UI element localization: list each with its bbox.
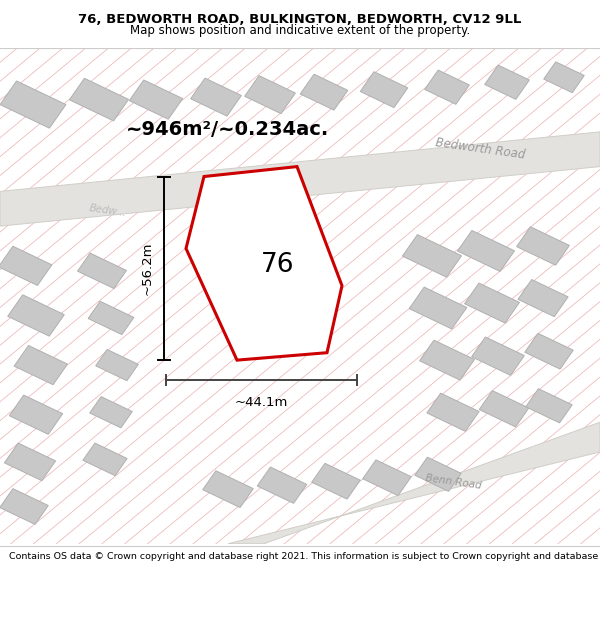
Polygon shape (300, 74, 348, 110)
Polygon shape (96, 349, 138, 381)
Polygon shape (10, 395, 62, 434)
Polygon shape (130, 80, 182, 119)
Polygon shape (0, 489, 48, 524)
Polygon shape (544, 62, 584, 92)
Text: Contains OS data © Crown copyright and database right 2021. This information is : Contains OS data © Crown copyright and d… (9, 552, 600, 561)
Polygon shape (0, 132, 600, 226)
Polygon shape (419, 340, 475, 380)
Polygon shape (257, 467, 307, 503)
Polygon shape (70, 78, 128, 121)
Polygon shape (363, 460, 411, 496)
Polygon shape (0, 246, 52, 286)
Polygon shape (485, 65, 529, 99)
Polygon shape (312, 463, 360, 499)
Polygon shape (526, 389, 572, 423)
Text: ~56.2m: ~56.2m (140, 242, 154, 295)
Polygon shape (203, 471, 253, 508)
Polygon shape (0, 81, 66, 128)
Polygon shape (525, 333, 573, 369)
Text: 76: 76 (261, 252, 294, 278)
Polygon shape (228, 422, 600, 544)
Polygon shape (77, 253, 127, 289)
Polygon shape (403, 234, 461, 278)
Text: ~44.1m: ~44.1m (235, 396, 288, 409)
Text: Bedworth Road: Bedworth Road (434, 136, 526, 162)
Polygon shape (457, 231, 515, 271)
Text: ~946m²/~0.234ac.: ~946m²/~0.234ac. (127, 120, 329, 139)
Polygon shape (83, 443, 127, 476)
Polygon shape (88, 301, 134, 334)
Text: 76, BEDWORTH ROAD, BULKINGTON, BEDWORTH, CV12 9LL: 76, BEDWORTH ROAD, BULKINGTON, BEDWORTH,… (79, 13, 521, 26)
Polygon shape (360, 72, 408, 107)
Polygon shape (427, 393, 479, 431)
Polygon shape (8, 295, 64, 336)
Polygon shape (415, 457, 461, 491)
Polygon shape (517, 227, 569, 265)
Text: Benn Road: Benn Road (424, 473, 482, 491)
Polygon shape (472, 337, 524, 376)
Polygon shape (90, 397, 132, 428)
Text: Bedw...: Bedw... (89, 202, 127, 218)
Polygon shape (464, 283, 520, 323)
Polygon shape (4, 443, 56, 481)
Polygon shape (518, 279, 568, 317)
Polygon shape (479, 391, 529, 427)
Polygon shape (14, 346, 67, 385)
Polygon shape (186, 167, 342, 360)
Polygon shape (409, 287, 467, 329)
Polygon shape (191, 78, 241, 116)
Polygon shape (245, 76, 295, 114)
Polygon shape (425, 70, 469, 104)
Text: Map shows position and indicative extent of the property.: Map shows position and indicative extent… (130, 24, 470, 37)
